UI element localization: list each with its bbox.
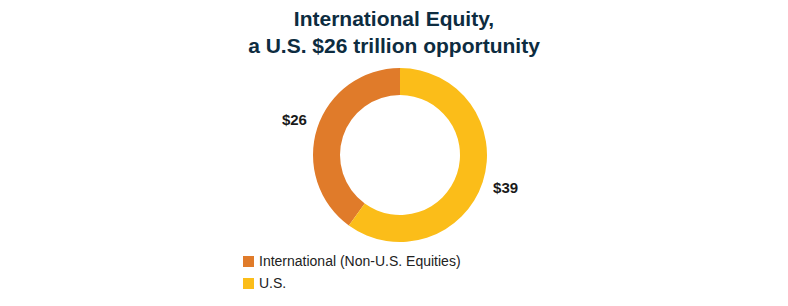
- data-label: $39: [493, 179, 518, 196]
- data-labels: $26 $39: [282, 111, 518, 197]
- legend-label: U.S.: [259, 275, 286, 291]
- slice: [349, 68, 487, 242]
- chart: International Equity, a U.S. $26 trillion…: [0, 0, 788, 306]
- title: International Equity,: [294, 7, 494, 30]
- legend-swatch: [243, 278, 254, 289]
- slice: [313, 68, 400, 225]
- legend-item: U.S.: [243, 275, 286, 291]
- title-group: International Equity, a U.S. $26 trillion…: [248, 7, 540, 57]
- slices: [313, 68, 487, 242]
- plot: $26 $39: [282, 68, 518, 242]
- legend: International (Non-U.S. Equities) U.S.: [243, 253, 461, 291]
- data-label: $26: [282, 111, 307, 128]
- legend-label: International (Non-U.S. Equities): [259, 253, 461, 269]
- legend-swatch: [243, 256, 254, 267]
- legend-item: International (Non-U.S. Equities): [243, 253, 461, 269]
- title: a U.S. $26 trillion opportunity: [248, 34, 540, 57]
